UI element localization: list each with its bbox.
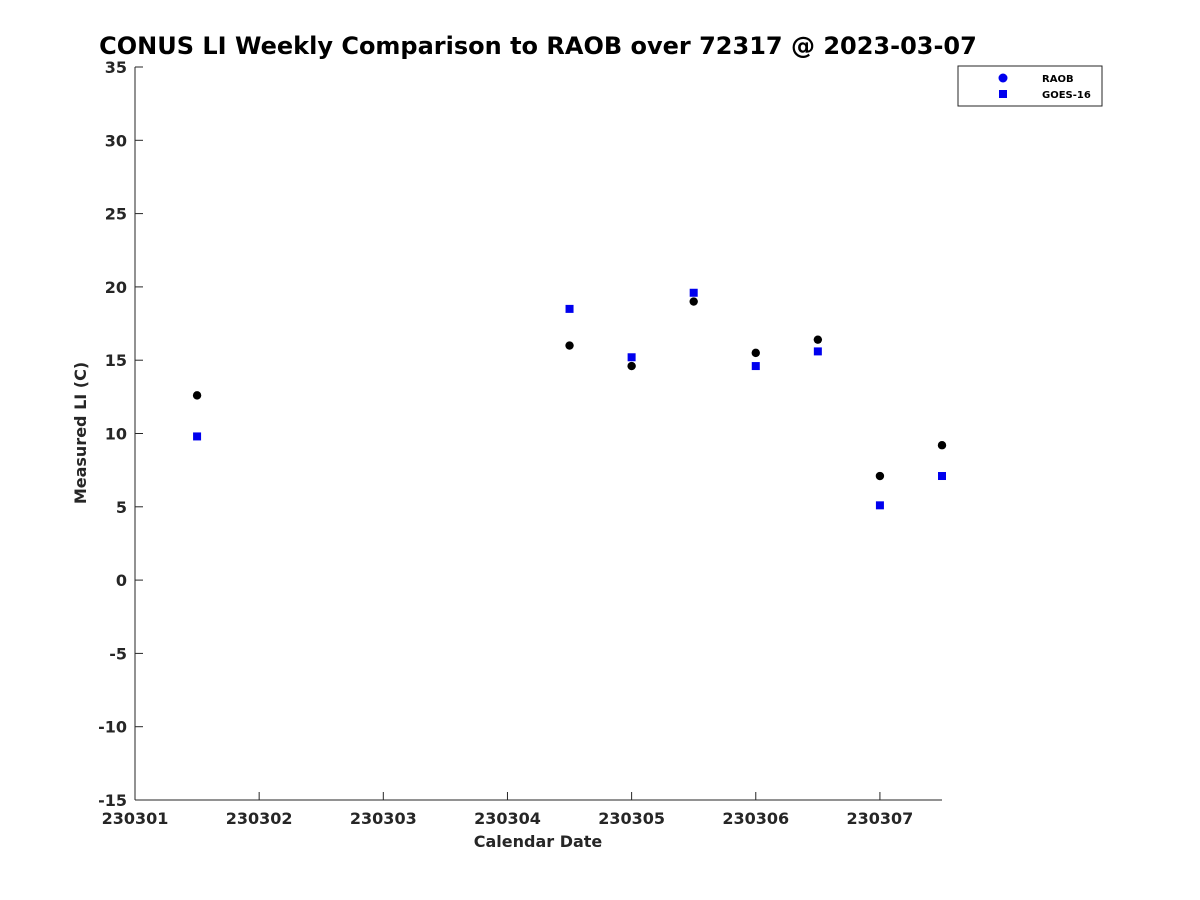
x-tick-label: 230305	[598, 809, 665, 828]
point-goes-16	[193, 432, 202, 441]
y-tick-label: -10	[98, 718, 127, 737]
point-goes-16	[565, 304, 574, 313]
y-axis-ticks: -15 -10 -5 0 5 10 15 20 25 30 35	[98, 58, 143, 810]
plot-area	[134, 67, 942, 801]
y-tick-label: 15	[105, 351, 127, 370]
y-tick-label: 5	[116, 498, 127, 517]
chart-title: CONUS LI Weekly Comparison to RAOB over …	[99, 32, 977, 60]
y-axis-label: Measured LI (C)	[71, 362, 90, 504]
y-tick-label: 20	[105, 278, 127, 297]
legend-marker-goes-16	[999, 90, 1007, 98]
point-goes-16	[627, 353, 636, 362]
data-points	[192, 288, 947, 510]
point-raob	[937, 441, 947, 450]
legend-label-goes-16: GOES-16	[1042, 90, 1091, 101]
y-tick-label: -5	[109, 644, 127, 663]
x-tick-label: 230304	[474, 809, 541, 828]
point-raob	[689, 297, 698, 306]
x-axis-ticks: 230301 230302 230303 230304 230305 230306 2303…	[102, 792, 914, 828]
y-tick-label: -15	[98, 791, 127, 810]
x-tick-label: 230303	[350, 809, 417, 828]
y-tick-label: 10	[105, 425, 127, 444]
legend: RAOB GOES-16	[957, 65, 1103, 107]
legend-label-raob: RAOB	[1042, 74, 1074, 85]
point-raob	[813, 335, 823, 344]
legend-marker-raob	[998, 73, 1008, 83]
point-raob	[751, 348, 760, 358]
x-tick-label: 230307	[847, 809, 914, 828]
y-tick-label: 35	[105, 58, 127, 77]
point-raob	[192, 391, 202, 400]
x-tick-label: 230306	[722, 809, 789, 828]
point-goes-16	[751, 362, 760, 371]
point-raob	[627, 361, 636, 371]
y-tick-label: 30	[105, 131, 127, 150]
legend-box	[957, 65, 1103, 107]
y-tick-label: 25	[105, 205, 127, 224]
point-goes-16	[689, 288, 698, 297]
x-tick-label: 230301	[102, 809, 169, 828]
point-raob	[875, 471, 885, 481]
x-tick-label: 230302	[226, 809, 293, 828]
x-axis-label: Calendar Date	[474, 832, 603, 851]
point-goes-16	[875, 501, 884, 510]
point-raob	[565, 341, 574, 350]
y-tick-label: 0	[116, 571, 127, 590]
point-goes-16	[938, 472, 946, 481]
point-goes-16	[813, 347, 822, 356]
